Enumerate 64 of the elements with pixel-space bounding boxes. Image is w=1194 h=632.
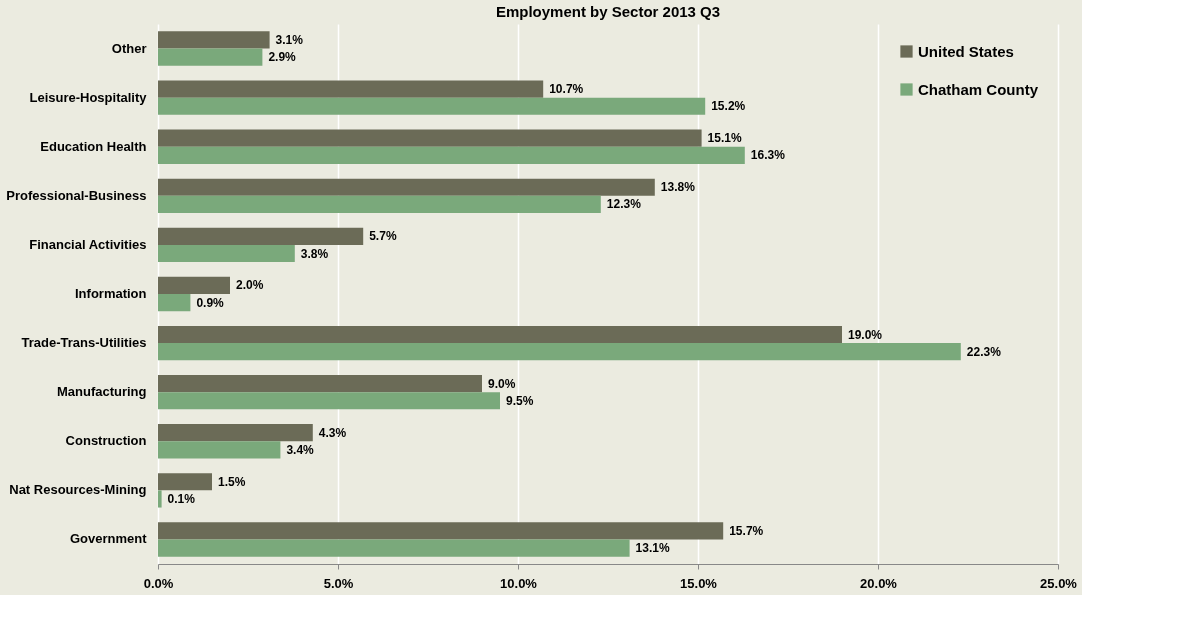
- bar: [158, 343, 961, 361]
- bar: [158, 195, 601, 213]
- data-label: 1.5%: [218, 474, 246, 489]
- bar: [158, 522, 724, 540]
- bar: [158, 490, 162, 508]
- chart-title: Employment by Sector 2013 Q3: [495, 3, 721, 20]
- legend-label: United States: [918, 42, 1014, 60]
- bar: [158, 244, 295, 263]
- data-label: 15.7%: [729, 523, 764, 538]
- bar: [158, 392, 500, 410]
- x-tick-label: 20.0%: [860, 575, 898, 591]
- data-label: 2.0%: [236, 278, 264, 293]
- x-tick-label: 25.0%: [1040, 575, 1078, 591]
- data-label: 19.0%: [848, 327, 883, 342]
- y-tick-label: Information: [75, 286, 147, 301]
- y-tick-label: Trade-Trans-Utilities: [21, 335, 147, 351]
- bar: [158, 80, 544, 98]
- bar: [158, 276, 230, 294]
- data-label: 3.1%: [275, 32, 304, 47]
- data-label: 9.5%: [506, 393, 534, 408]
- bar: [158, 441, 281, 459]
- data-label: 15.2%: [711, 99, 746, 114]
- bar: [158, 227, 364, 245]
- data-label: 3.4%: [286, 442, 315, 457]
- y-tick-label: Other: [111, 40, 147, 56]
- y-tick-label: Leisure-Hospitality: [29, 89, 148, 105]
- x-tick-label: 0.0%: [143, 575, 174, 591]
- legend-label: Chatham County: [918, 80, 1039, 98]
- bar: [158, 146, 745, 164]
- bar: [158, 424, 313, 442]
- data-label: 13.8%: [660, 180, 696, 195]
- bar: [158, 325, 842, 344]
- bar: [158, 294, 191, 312]
- bar: [158, 129, 702, 147]
- data-label: 13.1%: [635, 541, 670, 556]
- bar: [158, 97, 706, 115]
- bar: [158, 375, 482, 393]
- data-label: 9.0%: [488, 376, 516, 391]
- data-label: 16.3%: [750, 148, 786, 163]
- y-tick-label: Nat Resources-Mining: [9, 482, 147, 498]
- y-tick-label: Manufacturing: [56, 384, 147, 400]
- bar: [158, 473, 212, 491]
- x-tick-label: 15.0%: [680, 575, 718, 591]
- y-tick-label: Government: [69, 531, 148, 547]
- data-label: 0.1%: [167, 491, 196, 506]
- data-label: 15.1%: [707, 131, 742, 146]
- y-tick-label: Construction: [65, 433, 147, 449]
- y-tick-label: Education Health: [40, 138, 147, 154]
- data-label: 5.7%: [369, 229, 397, 244]
- y-tick-label: Financial Activities: [29, 236, 147, 252]
- data-label: 22.3%: [966, 344, 1002, 359]
- x-tick-label: 5.0%: [323, 575, 354, 591]
- data-label: 2.9%: [268, 50, 297, 65]
- bar: [158, 48, 263, 66]
- bar: [158, 539, 630, 557]
- data-label: 4.3%: [318, 425, 347, 440]
- bar: [158, 31, 270, 49]
- data-label: 3.8%: [300, 246, 329, 261]
- bar: [158, 178, 655, 196]
- data-label: 12.3%: [606, 197, 642, 212]
- y-tick-label: Professional-Business: [6, 187, 147, 203]
- x-tick-label: 10.0%: [500, 575, 538, 591]
- data-label: 0.9%: [196, 295, 225, 310]
- data-label: 10.7%: [549, 82, 584, 97]
